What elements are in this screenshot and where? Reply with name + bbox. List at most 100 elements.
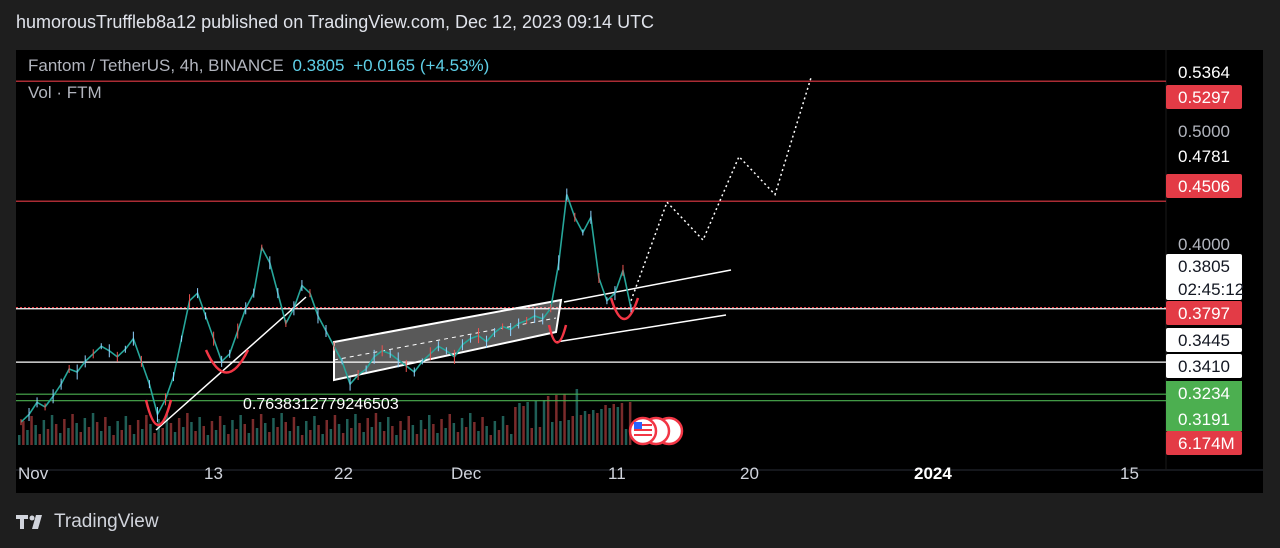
volume-bar [567, 420, 570, 445]
price-label-badge: 0.3797 [1166, 301, 1242, 325]
volume-bar [43, 420, 46, 445]
price-label-text: 0.3191 [1178, 410, 1230, 429]
volume-bar [444, 428, 447, 445]
volume-bar [170, 423, 173, 445]
price-chart-svg[interactable]: 0.7638312779246503 Nov 13 22 Dec 11 20 2024 15 … [16, 50, 1263, 493]
volume-bar [330, 429, 333, 445]
x-axis: Nov 13 22 Dec 11 20 2024 15 [18, 464, 1139, 483]
y-tick-label: 0.4781 [1178, 147, 1230, 166]
volume-bar [248, 433, 251, 445]
price-label-text: 0.3410 [1178, 357, 1230, 376]
volume-bar [395, 435, 398, 445]
volume-bar [555, 395, 558, 445]
volume-bar [194, 431, 197, 445]
trend-line-3 [556, 315, 726, 342]
volume-bar [379, 422, 382, 445]
volume-bar [465, 427, 468, 445]
volume-bar [75, 423, 78, 445]
volume-bar [129, 425, 132, 445]
volume-bar [621, 403, 624, 445]
volume-bar [100, 431, 103, 445]
trend-line-2 [564, 270, 731, 302]
x-tick-label: 20 [740, 464, 759, 483]
volume-bar [51, 415, 54, 445]
volume-bar [387, 417, 390, 445]
volume-bar [531, 428, 534, 445]
volume-bar [198, 417, 201, 445]
price-label-badge: 0.3410 [1166, 354, 1242, 378]
volume-bar [338, 424, 341, 445]
price-label-text: 0.5297 [1178, 88, 1230, 107]
volume-bar [580, 415, 583, 445]
volume-bar [551, 422, 554, 445]
volume-bar [276, 427, 279, 445]
x-tick-label: 22 [334, 464, 353, 483]
volume-bar [305, 421, 308, 445]
volume-bar [617, 407, 620, 445]
volume-bar [215, 430, 218, 445]
volume-bar [440, 419, 443, 445]
volume-bar [301, 435, 304, 445]
y-axis: 0.5364 0.5000 0.4781 0.4000 0.5297 0.4506 0.38… [1166, 63, 1244, 455]
volume-bar [121, 430, 124, 445]
last-price: 0.3805 [292, 56, 344, 75]
volume-bar [59, 433, 62, 445]
volume-bar [481, 417, 484, 445]
volume-bar [485, 426, 488, 445]
volume-bar [34, 425, 37, 445]
volume-bar [518, 403, 521, 445]
volume-bar [399, 421, 402, 445]
volume-bar [424, 429, 427, 445]
volume-bar [547, 396, 550, 445]
volume-bar [403, 430, 406, 445]
price-label-text: 0.3445 [1178, 331, 1230, 350]
volume-bar [428, 415, 431, 445]
volume-bar [313, 416, 316, 445]
x-tick-label: 13 [204, 464, 223, 483]
volume-bar [26, 430, 29, 445]
volume-bar [412, 425, 415, 445]
volume-bar [526, 402, 529, 445]
volume-bar [223, 425, 226, 445]
volume-bar [112, 435, 115, 445]
volume-bar [375, 413, 378, 445]
volume-legend: Vol · FTM [28, 83, 102, 103]
trend-channel [334, 300, 561, 380]
price-label-badge: 0.3445 [1166, 328, 1242, 352]
volume-bar [613, 404, 616, 445]
volume-bar [203, 426, 206, 445]
volume-bar [572, 416, 575, 445]
volume-bar [63, 419, 66, 445]
price-label-badge: 0.5297 [1166, 85, 1242, 109]
chart-area[interactable]: 0.7638312779246503 Nov 13 22 Dec 11 20 2024 15 … [16, 50, 1263, 493]
volume-bar [494, 421, 497, 445]
volume-bar [600, 409, 603, 445]
volume-bar [22, 421, 25, 445]
volume-bar [235, 429, 238, 445]
volume-bar [321, 434, 324, 445]
volume-bar [449, 414, 452, 445]
volume-bar [67, 428, 70, 445]
x-tick-label: 2024 [914, 464, 952, 483]
volume-bar [285, 422, 288, 445]
volume-bar [264, 423, 267, 445]
footer-brand[interactable]: TradingView [16, 511, 159, 533]
volume-bar [608, 408, 611, 445]
volume-bar [227, 434, 230, 445]
volume-bar [289, 431, 292, 445]
volume-bar [490, 435, 493, 445]
volume-bar [18, 435, 21, 445]
volume-bar [469, 413, 472, 445]
volume-bar [502, 416, 505, 445]
x-tick-label: Dec [451, 464, 482, 483]
volume-bar [80, 432, 83, 445]
volume-bar [334, 415, 337, 445]
volume-bar [186, 413, 189, 445]
y-tick-label: 0.4000 [1178, 235, 1230, 254]
volume-bar [71, 414, 74, 445]
price-label-badge: 0.380502:45:12 [1166, 254, 1244, 300]
volume-bar [133, 434, 136, 445]
volume-bar [211, 421, 214, 445]
volume-bar [145, 415, 148, 445]
x-tick-label: Nov [18, 464, 49, 483]
